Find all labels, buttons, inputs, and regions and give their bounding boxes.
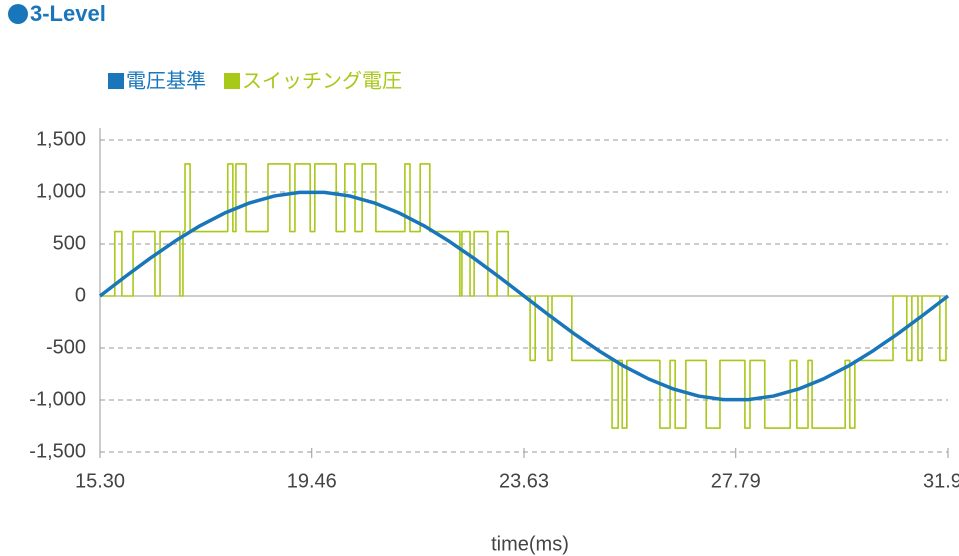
y-tick-label: 0 bbox=[75, 284, 86, 306]
series-line bbox=[98, 190, 950, 402]
series-line bbox=[100, 163, 948, 429]
y-tick-label: 1,000 bbox=[36, 180, 86, 202]
y-tick-label: -1,500 bbox=[29, 440, 86, 462]
legend-label: 電圧基準 bbox=[126, 69, 206, 92]
x-tick-label: 19.46 bbox=[287, 470, 337, 492]
legend-swatch bbox=[108, 73, 124, 89]
y-tick-label: -500 bbox=[46, 336, 86, 358]
y-tick-label: 500 bbox=[53, 232, 86, 254]
x-tick-label: 27.79 bbox=[711, 470, 761, 492]
title-bullet bbox=[8, 4, 28, 24]
y-tick-label: -1,000 bbox=[29, 388, 86, 410]
x-tick-label: 15.30 bbox=[75, 470, 125, 492]
x-axis-label: time(ms) bbox=[491, 533, 569, 555]
legend-label: スイッチング電圧 bbox=[242, 69, 402, 92]
x-tick-label: 31.96 bbox=[923, 470, 959, 492]
legend-swatch bbox=[224, 73, 240, 89]
chart-title: 3-Level bbox=[30, 1, 106, 26]
y-tick-label: 1,500 bbox=[36, 128, 86, 150]
x-tick-label: 23.63 bbox=[499, 470, 549, 492]
